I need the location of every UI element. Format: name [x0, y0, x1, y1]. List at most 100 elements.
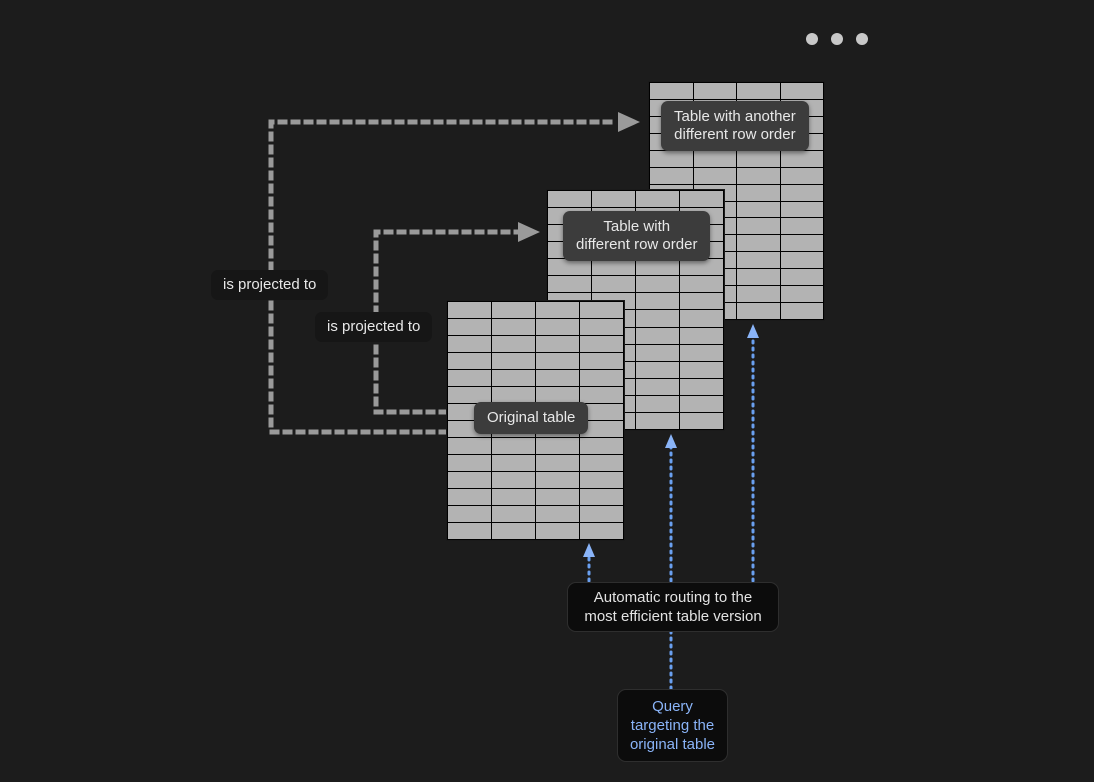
table-cell [636, 378, 679, 395]
table-cell [492, 319, 535, 335]
arrowhead-middle-blue [665, 434, 677, 448]
table-cell [737, 184, 780, 201]
table-cell [492, 489, 535, 505]
table-cell [650, 167, 693, 184]
table-cell [737, 150, 780, 167]
dot-3-icon[interactable] [856, 33, 868, 45]
table-cell [448, 506, 491, 522]
dot-2-icon[interactable] [831, 33, 843, 45]
table-cell [780, 235, 823, 252]
window-dots [806, 33, 868, 45]
table-cell [492, 506, 535, 522]
table-cell [693, 83, 736, 99]
table-cell [780, 150, 823, 167]
table-cell [737, 218, 780, 235]
table-cell [680, 344, 723, 361]
table-cell [636, 327, 679, 344]
table-cell [636, 412, 679, 429]
table-cell [492, 438, 535, 454]
table-cell [536, 506, 579, 522]
table-cell [680, 259, 723, 276]
table-cell [780, 167, 823, 184]
table-cell [780, 286, 823, 303]
table-cell [636, 276, 679, 293]
table-cell [548, 191, 591, 208]
table-cell [680, 378, 723, 395]
table-cell [580, 353, 623, 369]
table-cell [636, 344, 679, 361]
table-cell [580, 506, 623, 522]
table-cell [680, 361, 723, 378]
table-cell [448, 438, 491, 454]
table-cell [548, 276, 591, 293]
table-cell [536, 370, 579, 386]
table-original-label: Original table [474, 402, 589, 434]
table-cell [580, 404, 623, 420]
table-cell [580, 455, 623, 471]
query-box[interactable]: Query targeting the original table [617, 689, 728, 762]
table-cell [536, 319, 579, 335]
table-cell [580, 319, 623, 335]
edge-label-projected-to-top: is projected to [211, 270, 329, 300]
table-cell [780, 269, 823, 286]
table-cell [780, 252, 823, 269]
table-cell [536, 523, 579, 539]
table-cell [448, 319, 491, 335]
table-cell [536, 455, 579, 471]
table-cell [592, 259, 635, 276]
table-cell [580, 489, 623, 505]
table-cell [737, 167, 780, 184]
arrowhead-original [583, 543, 595, 557]
table-cell [780, 218, 823, 235]
table-cell [693, 150, 736, 167]
table-cell [536, 353, 579, 369]
table-cell [680, 327, 723, 344]
edge-label-projected-to-middle: is projected to [315, 312, 433, 342]
table-cell [448, 523, 491, 539]
table-cell [780, 201, 823, 218]
table-cell [592, 276, 635, 293]
table-cell [448, 302, 491, 318]
table-cell [636, 395, 679, 412]
table-cell [737, 269, 780, 286]
table-cell [492, 387, 535, 403]
table-cell [737, 235, 780, 252]
table-cell [737, 83, 780, 99]
dot-1-icon[interactable] [806, 33, 818, 45]
table-cell [536, 336, 579, 352]
table-cell [737, 252, 780, 269]
table-cell [536, 489, 579, 505]
table-cell [780, 83, 823, 99]
table-cell [680, 293, 723, 310]
table-cell [650, 83, 693, 99]
routing-box[interactable]: Automatic routing to the most efficient … [567, 582, 779, 632]
table-cell [448, 336, 491, 352]
table-cell [680, 310, 723, 327]
table-cell [448, 370, 491, 386]
table-cell [536, 302, 579, 318]
table-cell [650, 150, 693, 167]
table-cell [680, 412, 723, 429]
table-cell [636, 191, 679, 208]
table-cell [448, 472, 491, 488]
table-cell [536, 438, 579, 454]
table-cell [680, 276, 723, 293]
table-cell [492, 353, 535, 369]
table-cell [737, 201, 780, 218]
table-cell [636, 259, 679, 276]
table-middle-label: Table with different row order [563, 211, 711, 261]
table-cell [492, 302, 535, 318]
table-top-label: Table with another different row order [661, 101, 809, 151]
table-cell [580, 336, 623, 352]
table-cell [737, 303, 780, 319]
arrowhead-top [618, 112, 640, 132]
table-cell [580, 370, 623, 386]
table-cell [580, 302, 623, 318]
table-cell [780, 184, 823, 201]
arrowhead-top-blue [747, 324, 759, 338]
table-cell [536, 387, 579, 403]
table-cell [693, 167, 736, 184]
table-cell [580, 472, 623, 488]
table-cell [492, 336, 535, 352]
